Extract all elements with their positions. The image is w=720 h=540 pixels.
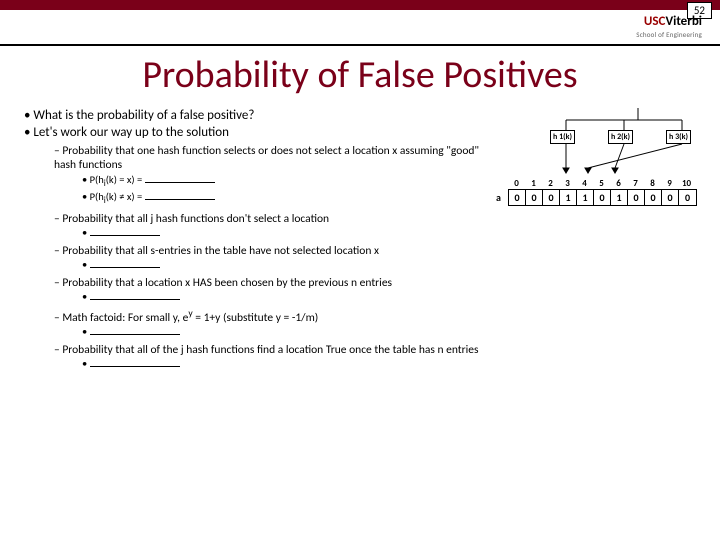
bullet-q2: Let's work our way up to the solution (24, 125, 494, 140)
slide-title: Probability of False Positives (0, 52, 720, 98)
index-cell: 5 (593, 178, 610, 189)
top-accent-bar (0, 0, 720, 10)
array-table: 012345678910 00011010000 (508, 178, 697, 206)
array-cell: 0 (543, 190, 560, 205)
blank-4 (82, 290, 494, 304)
array-cell: 0 (645, 190, 662, 205)
formula-2: P(hi(k) ≠ x) = (82, 190, 494, 207)
content-area: What is the probability of a false posit… (24, 108, 494, 371)
array-cell: 1 (611, 190, 628, 205)
logo-usc: USC (644, 14, 666, 29)
sub-bullet-2: Probability that all j hash functions do… (54, 212, 494, 226)
array-cell: 0 (679, 190, 696, 205)
sub-bullet-4: Probability that a location x HAS been c… (54, 276, 494, 290)
index-cell: 7 (627, 178, 644, 189)
formula-1: P(hi(k) = x) = (82, 173, 494, 190)
index-cell: 2 (542, 178, 559, 189)
index-cell: 10 (678, 178, 695, 189)
index-cell: 8 (644, 178, 661, 189)
index-cell: 1 (525, 178, 542, 189)
blank-3 (82, 258, 494, 272)
blank-5 (82, 325, 494, 339)
index-cell: 6 (610, 178, 627, 189)
index-cell: 9 (661, 178, 678, 189)
sub-bullet-3: Probability that all s-entries in the ta… (54, 244, 494, 258)
array-label: a (496, 191, 501, 204)
blank-6 (82, 357, 494, 371)
hash-box-1: h 1(k) (550, 130, 575, 144)
sub-bullet-6: Probability that all of the j hash funct… (54, 343, 494, 357)
hash-box-2: h 2(k) (608, 130, 633, 144)
hash-diagram: h 1(k)h 2(k)h 3(k) a 012345678910 000110… (500, 108, 710, 238)
array-cell: 0 (509, 190, 526, 205)
array-cell: 1 (577, 190, 594, 205)
index-cell: 4 (576, 178, 593, 189)
logo-viterbi: Viterbi (665, 14, 702, 29)
sub-bullet-1: Probability that one hash function selec… (54, 144, 494, 173)
index-cell: 0 (508, 178, 525, 189)
index-cell: 3 (559, 178, 576, 189)
array-cell: 0 (628, 190, 645, 205)
usc-logo: USCViterbi School of Engineering (636, 14, 702, 39)
array-cell: 1 (560, 190, 577, 205)
sub-bullet-5: Math factoid: For small y, ey = 1+y (sub… (54, 308, 494, 325)
array-cell: 0 (526, 190, 543, 205)
bullet-q1: What is the probability of a false posit… (24, 108, 494, 123)
logo-subtitle: School of Engineering (636, 30, 702, 39)
array-cell: 0 (662, 190, 679, 205)
blank-2 (82, 226, 494, 240)
header-divider (0, 44, 720, 46)
array-cell: 0 (594, 190, 611, 205)
hash-box-3: h 3(k) (666, 130, 691, 144)
